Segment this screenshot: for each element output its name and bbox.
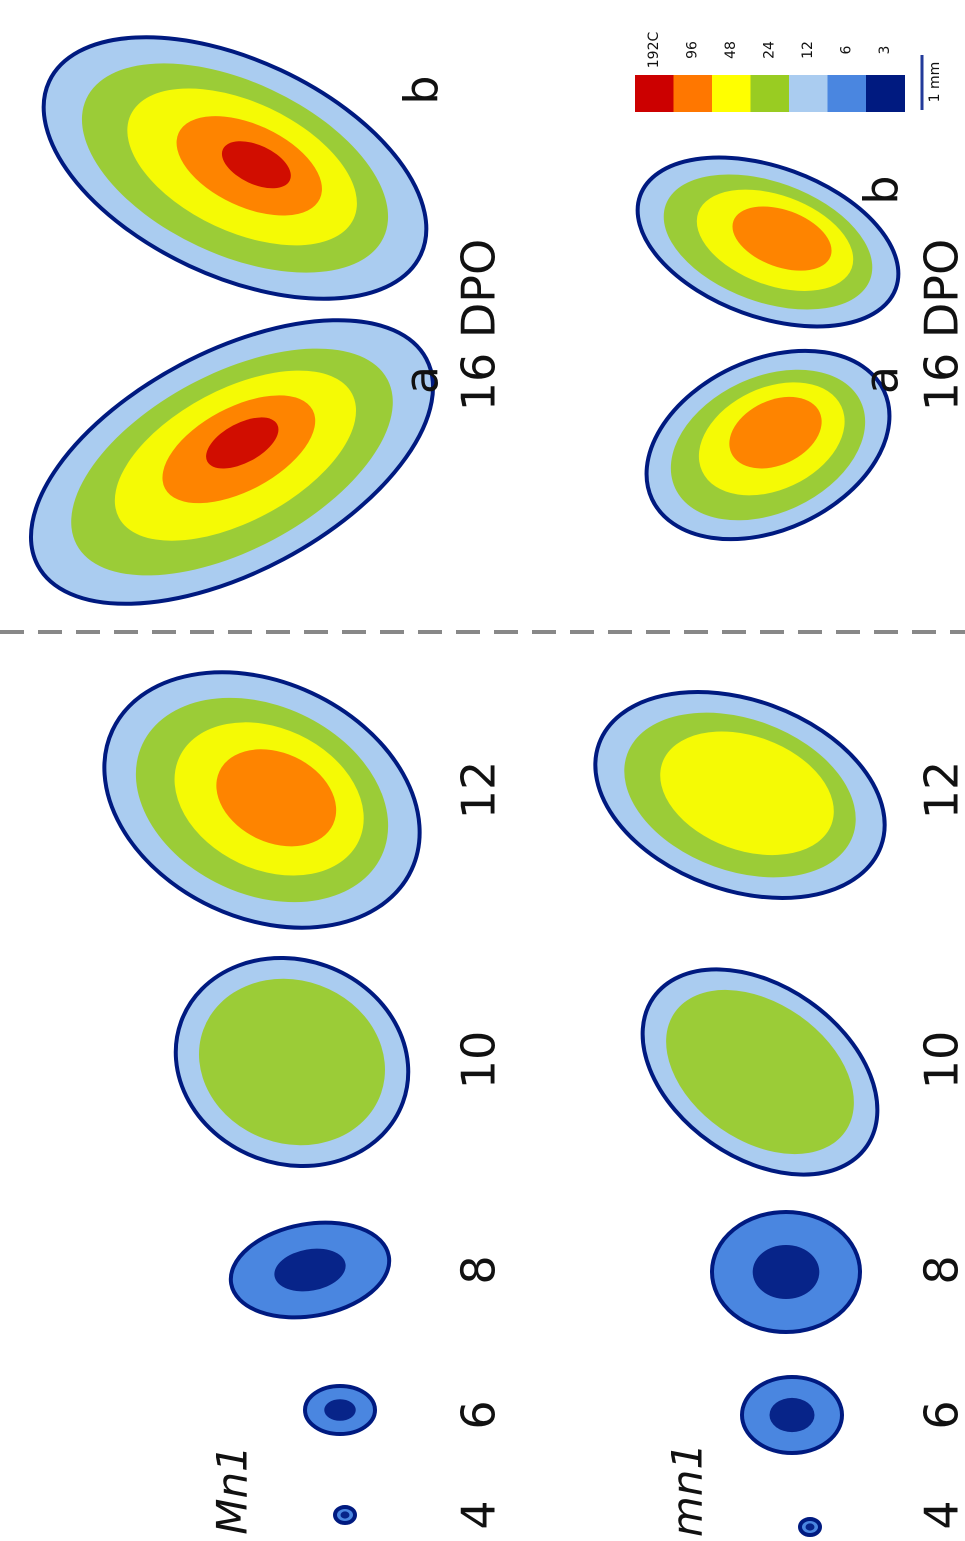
timepoint-label: 6 [452, 1400, 506, 1429]
timepoint-label: 10 [915, 1031, 965, 1090]
genotype-label: Mn1 [208, 1445, 257, 1535]
legend-swatch [674, 75, 713, 112]
legend-label: 12 [800, 41, 816, 59]
legend-swatch [789, 75, 828, 112]
timepoint-label: 6 [915, 1400, 965, 1429]
tissue-region [753, 1245, 820, 1299]
timepoint-label: 12 [452, 761, 506, 820]
legend-swatch [866, 75, 905, 112]
timepoint-label: 4 [915, 1500, 965, 1529]
timepoint-label: 8 [915, 1255, 965, 1284]
tissue-region [324, 1399, 356, 1421]
tissue-region [806, 1523, 815, 1530]
legend-label: 96 [685, 41, 701, 59]
legend-label: 6 [839, 45, 855, 54]
legend-swatch [751, 75, 790, 112]
panel-label: a [855, 366, 909, 394]
legend-label: 24 [762, 41, 778, 59]
timepoint-label: 8 [452, 1255, 506, 1284]
scale-label: 1 mm [927, 62, 943, 103]
tissue-region [770, 1398, 815, 1432]
legend-swatch [635, 75, 674, 112]
panel-label: a [395, 366, 449, 394]
legend-swatch [712, 75, 751, 112]
genotype-label: mn1 [663, 1443, 712, 1537]
tissue-region [341, 1511, 350, 1518]
timepoint-label: 12 [915, 761, 965, 820]
legend-swatch [828, 75, 867, 112]
panel-label: b [395, 75, 449, 104]
panel-label: b [855, 175, 909, 204]
legend-label: 192C [646, 32, 662, 69]
legend-label: 3 [877, 46, 893, 55]
timepoint-label: 16 DPO [452, 239, 506, 412]
timepoint-label: 4 [452, 1500, 506, 1529]
timepoint-label: 10 [452, 1031, 506, 1090]
timepoint-label: 16 DPO [915, 239, 965, 412]
legend-label: 48 [723, 41, 739, 59]
